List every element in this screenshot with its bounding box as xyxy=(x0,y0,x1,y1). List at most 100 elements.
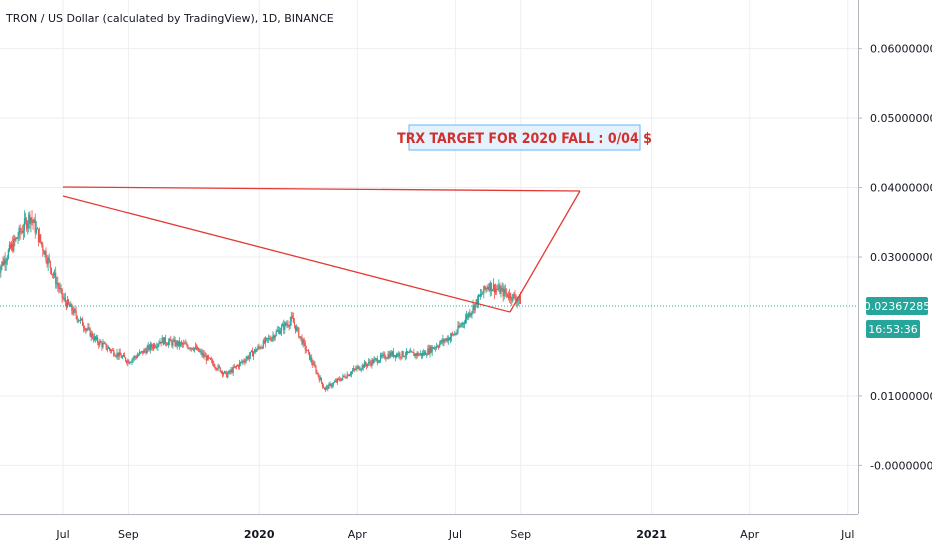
candle-body xyxy=(125,357,127,362)
candle-body xyxy=(92,337,94,340)
candle-body xyxy=(311,357,313,363)
candle-body xyxy=(174,339,176,346)
y-tick-label: 0.06000000 xyxy=(870,43,932,56)
candle-body xyxy=(3,259,5,265)
candle-body xyxy=(222,373,225,375)
candle-body xyxy=(404,355,406,357)
candle-body xyxy=(6,258,8,262)
candle-body xyxy=(228,370,230,374)
candle-body xyxy=(198,347,200,352)
candle-body xyxy=(104,343,106,345)
candle-body xyxy=(189,348,191,350)
candle-body xyxy=(133,356,135,359)
candle-body xyxy=(12,243,14,251)
candle-body xyxy=(242,360,244,363)
candle-body xyxy=(332,382,334,386)
candle-body xyxy=(262,340,264,349)
candle-body xyxy=(260,347,262,349)
candle-body xyxy=(158,343,160,345)
candle-body xyxy=(209,358,212,360)
candle-body xyxy=(72,310,74,314)
candle-body xyxy=(454,333,456,336)
candle-body xyxy=(143,349,145,354)
y-tick-label: 0.03000000 xyxy=(870,251,932,264)
candle-body xyxy=(321,382,324,387)
candle-body xyxy=(339,378,341,381)
candle-body xyxy=(276,330,278,332)
candle-body xyxy=(506,293,509,297)
candle-body xyxy=(148,345,150,350)
candle-body xyxy=(129,362,131,364)
candle-body xyxy=(402,351,404,357)
annotation-box[interactable]: TRX TARGET FOR 2020 FALL : 0/04 $ xyxy=(397,124,652,151)
annotation-text: TRX TARGET FOR 2020 FALL : 0/04 $ xyxy=(397,131,652,147)
candle-body xyxy=(130,362,132,364)
candle-body xyxy=(425,351,427,355)
candle-body xyxy=(128,360,130,364)
x-tick-label: 2020 xyxy=(244,528,275,541)
candle-body xyxy=(516,300,518,303)
candle-body xyxy=(407,352,410,354)
candle-body xyxy=(453,334,455,336)
candle-body xyxy=(288,325,290,327)
candle-body xyxy=(330,383,332,387)
candle-body xyxy=(471,311,473,314)
candle-body xyxy=(519,295,521,304)
candle-body xyxy=(292,317,295,323)
candle-body xyxy=(320,377,322,383)
candle-body xyxy=(134,356,136,358)
candle-body xyxy=(140,351,142,353)
candle-body xyxy=(16,237,18,239)
candle-body xyxy=(307,350,310,352)
candle-body xyxy=(152,344,155,349)
candle-body xyxy=(444,340,446,342)
candle-body xyxy=(22,230,25,233)
x-tick-label: Apr xyxy=(740,528,760,541)
candle-body xyxy=(387,354,389,359)
candle-body xyxy=(333,382,335,384)
candle-body xyxy=(144,349,146,351)
candle-body xyxy=(10,243,13,249)
candle-body xyxy=(255,349,257,352)
candle-body xyxy=(86,329,88,331)
candle-body xyxy=(102,343,104,347)
candle-body xyxy=(303,339,305,343)
candle-body xyxy=(376,358,378,363)
candle-body xyxy=(199,351,201,353)
candle-body xyxy=(24,218,27,220)
candle-body xyxy=(166,344,169,346)
candle-body xyxy=(182,343,184,345)
candle-body xyxy=(510,293,512,300)
candle-body xyxy=(497,289,499,291)
candle-body xyxy=(258,346,260,348)
candle-body xyxy=(464,318,467,324)
candle-body xyxy=(406,350,409,353)
candle-body xyxy=(213,363,215,367)
candle-body xyxy=(491,289,494,292)
candle-body xyxy=(438,346,440,348)
candle-body xyxy=(361,365,363,369)
candle-body xyxy=(101,342,103,347)
candle-body xyxy=(70,304,72,307)
candle-body xyxy=(19,228,21,233)
candle-body xyxy=(118,352,120,357)
candle-body xyxy=(353,368,355,371)
x-tick-label: Jul xyxy=(840,528,854,541)
candle-body xyxy=(79,318,82,321)
candle-body xyxy=(205,355,207,361)
candle-body xyxy=(178,340,180,346)
candle-body xyxy=(9,244,12,249)
candle-body xyxy=(310,357,312,360)
candle-body xyxy=(44,251,46,255)
candle-body xyxy=(234,366,236,368)
candle-body xyxy=(342,375,344,379)
candle-body xyxy=(345,377,347,379)
candle-body xyxy=(443,338,445,342)
candle-body xyxy=(301,337,303,345)
candle-body xyxy=(419,353,421,355)
candle-body xyxy=(212,360,214,364)
candle-body xyxy=(251,350,254,357)
candle-body xyxy=(460,325,462,327)
